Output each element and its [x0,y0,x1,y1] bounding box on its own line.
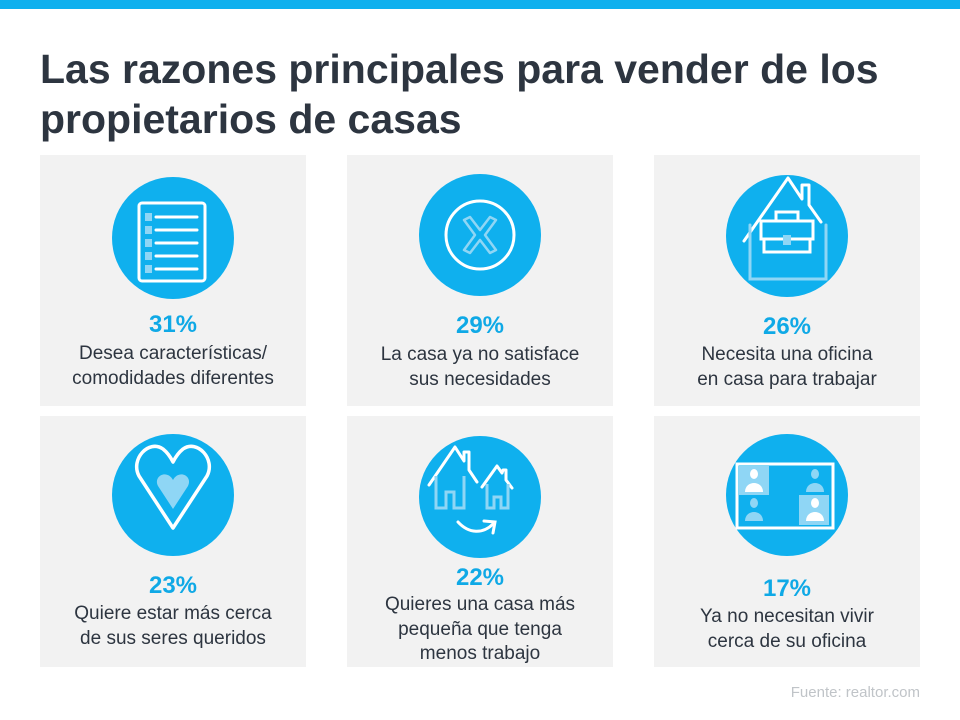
source-note: Fuente: realtor.com [790,684,920,701]
description: Quieres una casa más pequeña que tenga men… [384,594,576,664]
percent: 17% [762,575,812,602]
card-needs: 29% La casa ya no satisface sus necesidad… [347,155,613,406]
card-home-office: 26% Necesita una oficina en casa para tra… [654,155,920,406]
card-downsize: 22% Quieres una casa más pequeña que teng… [347,416,613,667]
x-circle-icon [419,174,541,296]
top-accent-bar [0,0,960,9]
card-loved-ones: 23% Quiere estar más cerca de sus seres q… [40,416,306,667]
description: Quiere estar más cerca de sus seres queri… [74,603,272,649]
percent: 29% [455,312,505,339]
video-call-icon [726,434,848,556]
percent: 31% [148,311,198,338]
description: La casa ya no satisface sus necesidades [380,344,580,390]
home-office-icon [726,175,848,297]
page-title: Las razones principales para vender de l… [40,46,879,142]
percent: 26% [762,313,812,340]
heart-icon [112,434,234,556]
card-remote: 17% Ya no necesitan vivir cerca de su ofi… [654,416,920,667]
percent: 23% [148,572,198,599]
card-features: 31% Desea características/comodidades di… [40,155,306,406]
percent: 22% [455,564,505,591]
downsize-houses-icon [419,436,541,558]
description: Ya no necesitan vivir cerca de su oficina [700,606,874,652]
checklist-icon [112,177,234,299]
description: Desea características/comodidades difere… [72,343,274,389]
description: Necesita una oficina en casa para trabaja… [697,344,877,390]
